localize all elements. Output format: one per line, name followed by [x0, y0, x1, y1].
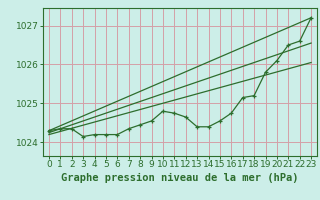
X-axis label: Graphe pression niveau de la mer (hPa): Graphe pression niveau de la mer (hPa)	[61, 173, 299, 183]
